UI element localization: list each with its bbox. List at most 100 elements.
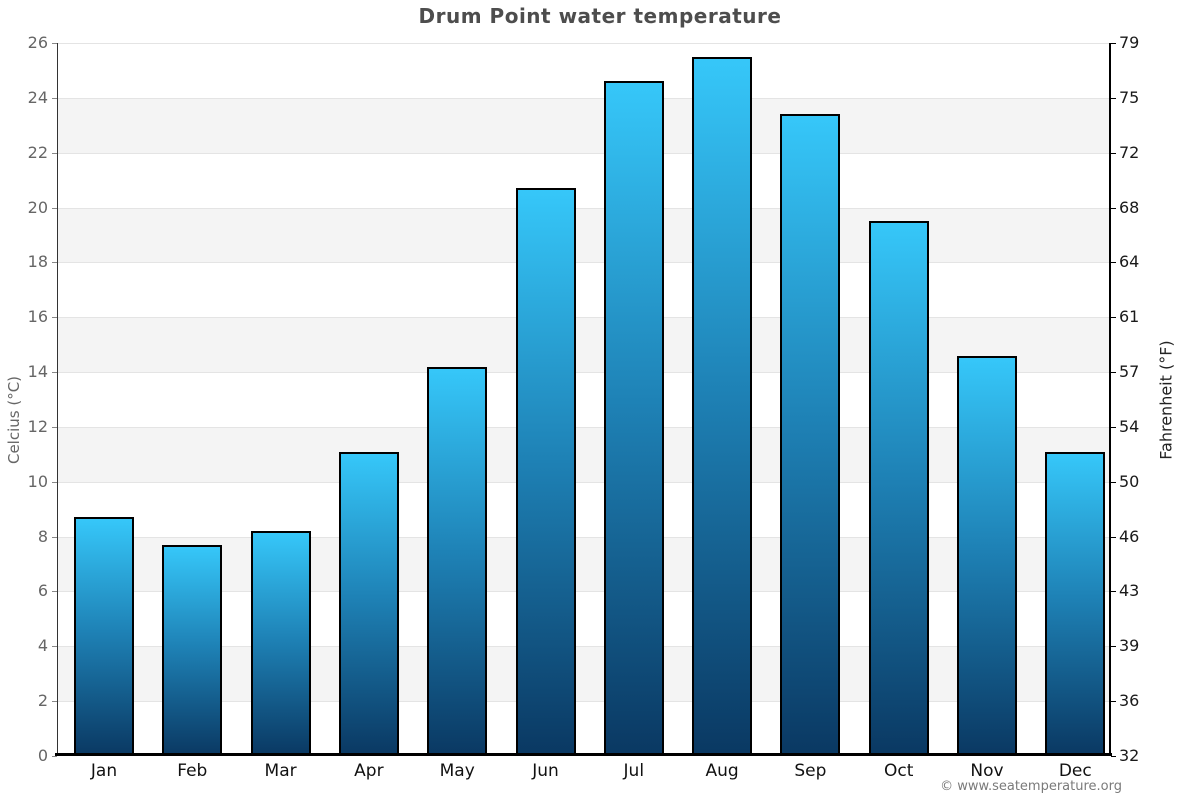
y-tick-celsius: 8 (37, 526, 48, 546)
bar-jan[interactable] (74, 517, 134, 756)
y-tick-celsius: 26 (27, 33, 48, 52)
y-tick-mark (1111, 317, 1116, 319)
y-tick-celsius: 12 (27, 416, 48, 436)
y-tick-fahrenheit: 64 (1119, 252, 1140, 272)
x-tick-jul: Jul (623, 761, 645, 781)
y-tick-fahrenheit: 61 (1119, 307, 1140, 327)
y-tick-mark (1111, 756, 1116, 757)
y-tick-fahrenheit: 50 (1119, 471, 1140, 491)
y-tick-mark (1111, 481, 1116, 483)
y-tick-mark (52, 426, 57, 428)
bar-nov[interactable] (957, 355, 1017, 756)
y-tick-mark (1111, 262, 1116, 264)
grid-band (57, 207, 1110, 263)
y-tick-mark (52, 591, 57, 593)
grid-band (57, 701, 1110, 756)
y-tick-fahrenheit: 79 (1119, 33, 1140, 52)
y-tick-mark (1111, 646, 1116, 648)
y-tick-celsius: 4 (37, 636, 48, 656)
x-tick-sep: Sep (794, 761, 827, 781)
x-tick-mar: Mar (264, 761, 297, 781)
y-tick-celsius: 22 (27, 142, 48, 162)
bar-jul[interactable] (603, 81, 664, 756)
y-tick-mark (52, 262, 57, 264)
grid-band (57, 536, 1110, 592)
y-tick-mark (52, 536, 57, 538)
bar-feb[interactable] (162, 544, 223, 756)
y-tick-mark (52, 43, 57, 44)
x-tick-may: May (439, 761, 475, 781)
bar-aug[interactable] (692, 56, 753, 756)
grid-band (57, 591, 1110, 647)
x-tick-feb: Feb (177, 761, 208, 781)
y-tick-celsius: 14 (27, 362, 48, 382)
grid-band (57, 317, 1110, 373)
x-tick-jan: Jan (90, 761, 118, 781)
y-tick-fahrenheit: 68 (1119, 197, 1140, 217)
y-tick-fahrenheit: 43 (1119, 581, 1140, 601)
y-tick-mark (52, 317, 57, 319)
plot-area (57, 43, 1110, 756)
y-tick-celsius: 16 (27, 307, 48, 327)
x-tick-nov: Nov (970, 761, 1004, 781)
bar-dec[interactable] (1045, 451, 1106, 756)
grid-band (57, 262, 1110, 318)
y-axis-left-line (57, 43, 58, 756)
y-tick-mark (52, 701, 57, 703)
y-tick-mark (1111, 426, 1116, 428)
y-tick-mark (1111, 591, 1116, 593)
y-tick-fahrenheit: 39 (1119, 636, 1140, 656)
bar-oct[interactable] (868, 221, 929, 756)
chart-title: Drum Point water temperature (418, 4, 782, 28)
y-tick-fahrenheit: 46 (1119, 526, 1140, 546)
y-tick-mark (52, 481, 57, 483)
y-tick-fahrenheit: 32 (1119, 746, 1140, 765)
y-tick-fahrenheit: 72 (1119, 142, 1140, 162)
grid-band (57, 97, 1110, 153)
y-tick-fahrenheit: 36 (1119, 691, 1140, 711)
y-axis-label-celsius: Celcius (°C) (5, 375, 23, 465)
x-tick-jun: Jun (532, 761, 559, 781)
x-tick-dec: Dec (1058, 761, 1092, 781)
grid-band (57, 646, 1110, 702)
y-axis-right-line (1109, 43, 1111, 756)
x-tick-apr: Apr (354, 761, 384, 781)
y-tick-celsius: 0 (37, 746, 48, 765)
y-tick-mark (52, 756, 57, 757)
y-tick-fahrenheit: 57 (1119, 362, 1140, 382)
y-tick-celsius: 10 (27, 471, 48, 491)
grid-band (57, 152, 1110, 208)
x-tick-oct: Oct (883, 761, 914, 781)
y-tick-mark (52, 646, 57, 648)
y-tick-mark (52, 372, 57, 374)
y-tick-celsius: 20 (27, 197, 48, 217)
y-tick-fahrenheit: 75 (1119, 87, 1140, 107)
y-tick-mark (1111, 701, 1116, 703)
y-tick-mark (52, 152, 57, 154)
y-tick-mark (52, 97, 57, 99)
bar-jun[interactable] (515, 188, 576, 756)
y-tick-mark (1111, 43, 1116, 44)
grid-band (57, 426, 1110, 482)
y-tick-mark (1111, 536, 1116, 538)
bar-mar[interactable] (250, 531, 311, 756)
bar-may[interactable] (427, 366, 488, 756)
y-tick-celsius: 18 (27, 252, 48, 272)
x-axis-line (55, 753, 1112, 756)
y-tick-celsius: 6 (37, 581, 48, 601)
y-tick-mark (1111, 97, 1116, 99)
y-tick-mark (1111, 152, 1116, 154)
grid-band (57, 43, 1110, 98)
x-tick-aug: Aug (705, 761, 739, 781)
y-tick-celsius: 24 (27, 87, 48, 107)
y-axis-label-fahrenheit: Fahrenheit (°F) (1156, 340, 1176, 460)
bar-apr[interactable] (338, 451, 399, 756)
y-tick-celsius: 2 (37, 691, 48, 711)
copyright-credit: © www.seatemperature.org (940, 779, 1122, 794)
grid-band (57, 481, 1110, 537)
y-tick-mark (1111, 372, 1116, 374)
bar-sep[interactable] (780, 114, 841, 756)
y-tick-mark (52, 207, 57, 209)
y-tick-fahrenheit: 54 (1119, 416, 1140, 436)
